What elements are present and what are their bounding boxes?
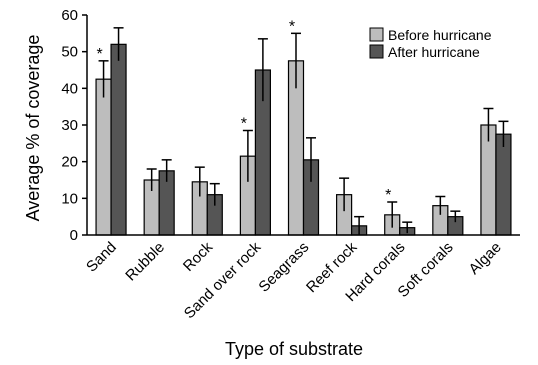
error-bars [98, 27, 509, 235]
x-tick-label: Rubble [122, 239, 168, 285]
y-tick-label: 60 [61, 7, 78, 24]
legend-label-after: After hurricane [388, 44, 480, 60]
significance-star: * [241, 116, 247, 133]
x-tick-label: Rock [180, 238, 217, 275]
significance-markers: * * * * [96, 18, 391, 204]
bars [95, 43, 512, 236]
significance-star: * [385, 187, 391, 204]
y-tick-label: 40 [61, 80, 78, 97]
x-tick-label: Algae [466, 239, 505, 278]
bar [110, 43, 127, 236]
bar [95, 78, 112, 236]
significance-star: * [289, 18, 295, 35]
x-tick-label: Sand [83, 239, 120, 276]
y-axis-title: Average % of coverage [23, 35, 43, 222]
legend-swatch-before [369, 27, 384, 42]
legend: Before hurricane After hurricane [369, 27, 492, 60]
y-tick-label: 30 [61, 117, 78, 134]
y-tick-label: 20 [61, 154, 78, 171]
bar [495, 133, 512, 236]
y-tick-label: 10 [61, 190, 78, 207]
x-axis-title: Type of substrate [225, 339, 363, 359]
legend-swatch-after [369, 44, 384, 59]
significance-star: * [96, 46, 102, 63]
y-tick-label: 0 [70, 227, 78, 244]
legend-label-before: Before hurricane [388, 27, 492, 43]
x-tick-label: Seagrass [255, 239, 312, 296]
y-axis: 0 10 20 30 40 50 60 [61, 7, 88, 244]
y-tick-label: 50 [61, 44, 78, 61]
